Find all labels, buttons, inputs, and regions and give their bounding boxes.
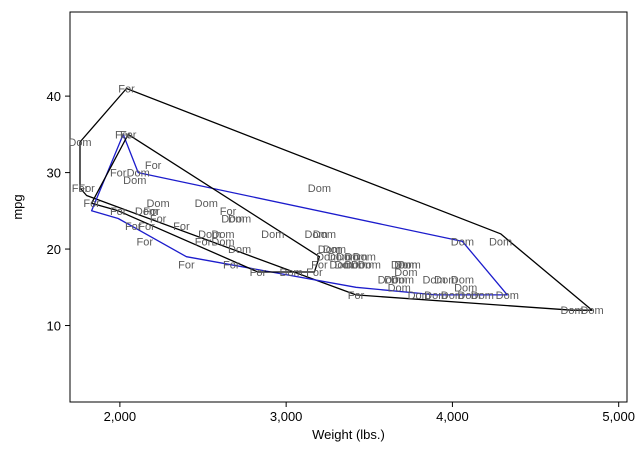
hull-outer xyxy=(79,87,593,311)
point-label: For xyxy=(150,214,167,226)
x-tick-label: 2,000 xyxy=(104,409,137,424)
point-label: For xyxy=(125,221,142,233)
point-label: Dom xyxy=(211,236,234,248)
point-label: For xyxy=(137,236,154,248)
point-label: Dom xyxy=(451,236,474,248)
x-tick-label: 3,000 xyxy=(270,409,303,424)
point-label: Dom xyxy=(391,259,414,271)
point-label: Dom xyxy=(489,236,512,248)
point-label: Dom xyxy=(580,305,603,317)
point-label: For xyxy=(143,206,160,218)
x-tick-label: 5,000 xyxy=(602,409,635,424)
hull-inner xyxy=(90,133,508,296)
point-label: For xyxy=(138,221,155,233)
point-label: Dom xyxy=(261,229,284,241)
point-label: For xyxy=(110,168,127,180)
point-label: For xyxy=(173,221,190,233)
point-label: Dom xyxy=(344,259,367,271)
point-label: Dom xyxy=(228,244,251,256)
point-label: Dom xyxy=(560,305,583,317)
point-label: For xyxy=(145,160,162,172)
point-label: Dom xyxy=(127,168,150,180)
point-label: Dom xyxy=(135,206,158,218)
point-label: Dom xyxy=(391,275,414,287)
point-label: Dom xyxy=(451,275,474,287)
point-label: Dom xyxy=(394,259,417,271)
y-axis-title: mpg xyxy=(10,194,25,219)
point-label: Dom xyxy=(353,252,376,264)
point-label: Dom xyxy=(123,175,146,187)
point-label: Dom xyxy=(344,252,367,264)
point-label: For xyxy=(110,206,127,218)
point-label: Dom xyxy=(398,259,421,271)
point-label: Dom xyxy=(434,275,457,287)
point-label: Dom xyxy=(334,259,357,271)
point-label: Dom xyxy=(195,198,218,210)
point-label: Dom xyxy=(351,259,374,271)
point-label: Dom xyxy=(146,198,169,210)
point-label: Dom xyxy=(323,244,346,256)
point-label: Dom xyxy=(318,244,341,256)
point-label: For xyxy=(78,183,95,195)
point-label: Dom xyxy=(457,290,480,302)
point-label: For xyxy=(120,129,137,141)
y-tick-label: 30 xyxy=(47,166,61,181)
point-label: Dom xyxy=(424,290,447,302)
point-label: For xyxy=(195,236,212,248)
y-axis: 10 20 30 40 xyxy=(47,89,70,334)
y-tick-label: 20 xyxy=(47,242,61,257)
y-tick-label: 10 xyxy=(47,319,61,334)
point-label: Dom xyxy=(279,267,302,279)
point-label: Dom xyxy=(408,290,431,302)
plot-region xyxy=(69,11,628,403)
point-label: For xyxy=(115,129,132,141)
point-label: Dom xyxy=(313,229,336,241)
point-label: Dom xyxy=(221,214,244,226)
point-label: Dom xyxy=(358,259,381,271)
point-label: Dom xyxy=(496,290,519,302)
point-label: Dom xyxy=(329,259,352,271)
point-label: For xyxy=(178,259,195,271)
point-label: Dom xyxy=(454,282,477,294)
point-label: For xyxy=(118,84,135,96)
point-label: Dom xyxy=(198,229,221,241)
point-label: Dom xyxy=(308,183,331,195)
point-label: Dom xyxy=(304,229,327,241)
point-label: For xyxy=(250,267,267,279)
point-label: Dom xyxy=(388,282,411,294)
point-label: For xyxy=(83,198,100,210)
point-label: Dom xyxy=(378,275,401,287)
point-label: Dom xyxy=(336,252,359,264)
point-label: For xyxy=(306,267,323,279)
point-label: Dom xyxy=(384,275,407,287)
point-label: Dom xyxy=(68,137,91,149)
point-label: Dom xyxy=(316,252,339,264)
x-tick-label: 4,000 xyxy=(436,409,469,424)
point-label: For xyxy=(311,259,328,271)
point-label: For xyxy=(348,290,365,302)
x-axis-title: Weight (lbs.) xyxy=(312,427,385,442)
hull-layer xyxy=(79,87,593,311)
point-label: For xyxy=(220,206,237,218)
hull-third xyxy=(90,133,321,273)
point-label: Dom xyxy=(328,252,351,264)
point-label: Dom xyxy=(422,275,445,287)
point-label: Dom xyxy=(441,290,464,302)
x-axis: 2,000 3,000 4,000 5,000 xyxy=(104,402,635,424)
y-tick-label: 40 xyxy=(47,89,61,104)
point-label: For xyxy=(223,259,240,271)
point-label: For xyxy=(72,183,89,195)
point-label: Dom xyxy=(394,267,417,279)
point-label: Dom xyxy=(471,290,494,302)
point-label: Dom xyxy=(211,229,234,241)
point-label: Dom xyxy=(228,214,251,226)
